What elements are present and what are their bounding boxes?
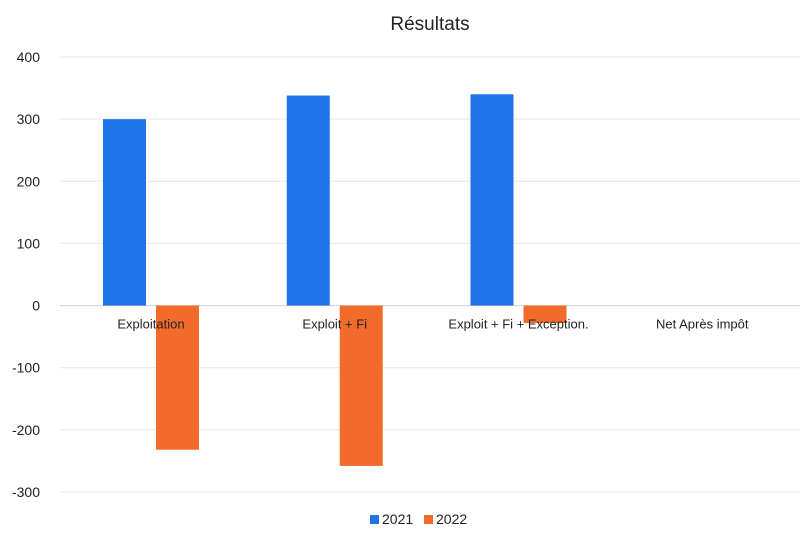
y-tick-label: -100 [12,360,40,376]
category-label: Net Après impôt [656,317,749,332]
bar-2022-2 [339,305,383,466]
bar-2021-2 [286,95,330,306]
legend-swatch-2021 [370,515,379,524]
y-tick-label: -200 [12,422,40,438]
category-label: Exploit + Fi [302,317,367,332]
category-labels: Exploitation Exploit + Fi Exploit + Fi + E… [117,317,748,332]
y-axis-tick-labels: 400 300 200 100 0 -100 -200 -300 [12,49,40,500]
bars [103,94,567,466]
y-tick-label: 0 [32,298,40,314]
bar-2022-1 [156,305,199,450]
legend: 2021 2022 [370,511,467,527]
y-tick-label: 200 [17,173,41,189]
chart-title: Résultats [390,14,469,35]
legend-label-2021: 2021 [382,511,413,527]
y-tick-label: -300 [12,484,40,500]
y-tick-label: 300 [17,111,41,127]
bar-2022-3 [523,305,567,323]
legend-label-2022: 2022 [436,511,467,527]
bar-2021-3 [470,94,514,306]
y-tick-label: 400 [17,49,41,65]
category-label: Exploitation [117,317,184,332]
category-label: Exploit + Fi + Exception. [448,317,588,332]
legend-swatch-2022 [424,515,433,524]
bar-2021-1 [103,119,146,306]
y-tick-label: 100 [17,235,41,251]
